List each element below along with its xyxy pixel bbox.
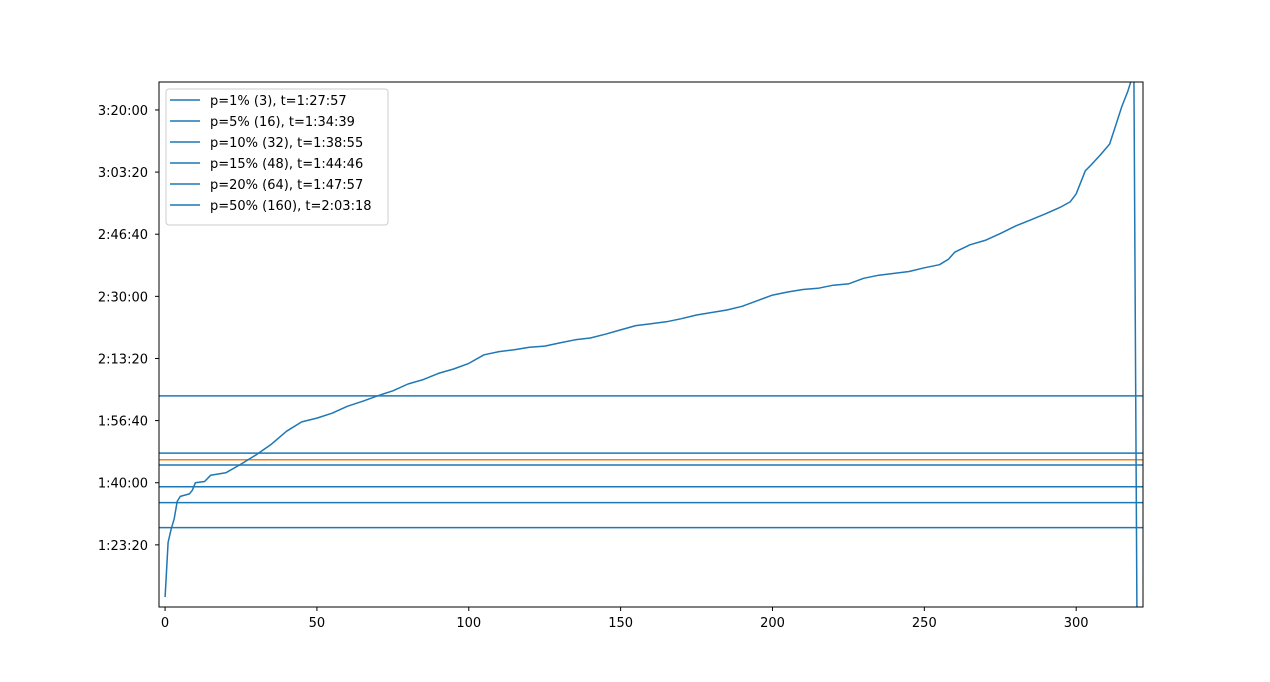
y-tick-label: 1:23:20 xyxy=(98,539,148,554)
legend-label: p=20% (64), t=1:47:57 xyxy=(210,178,363,193)
x-tick-label: 300 xyxy=(1064,616,1089,631)
x-tick-label: 50 xyxy=(309,616,326,631)
y-tick-label: 1:40:00 xyxy=(98,477,148,492)
axes-frame xyxy=(158,81,1144,608)
sorted-times-curve xyxy=(164,82,1138,607)
x-axis: 0 50 100 150 200 250 300 xyxy=(161,607,1089,631)
legend-label: p=10% (32), t=1:38:55 xyxy=(210,136,363,151)
y-tick-label: 2:46:40 xyxy=(98,228,148,243)
x-tick-label: 0 xyxy=(161,616,169,631)
legend-label: p=50% (160), t=2:03:18 xyxy=(210,199,372,214)
legend-label: p=5% (16), t=1:34:39 xyxy=(210,115,355,130)
legend: p=1% (3), t=1:27:57 p=5% (16), t=1:34:39 p… xyxy=(165,88,389,226)
curve-group xyxy=(164,82,1138,607)
y-tick-label: 1:56:40 xyxy=(98,415,148,430)
x-tick-label: 100 xyxy=(456,616,481,631)
y-tick-label: 2:13:20 xyxy=(98,352,148,367)
legend-box xyxy=(165,88,389,226)
threshold-lines xyxy=(159,395,1143,529)
y-tick-label: 3:03:20 xyxy=(98,166,148,181)
legend-label: p=1% (3), t=1:27:57 xyxy=(210,94,347,109)
y-tick-label: 2:30:00 xyxy=(98,290,148,305)
x-tick-label: 200 xyxy=(760,616,785,631)
y-axis: 1:23:20 1:40:00 1:56:40 2:13:20 2:30:00 2:46:… xyxy=(98,104,159,554)
legend-label: p=15% (48), t=1:44:46 xyxy=(210,157,363,172)
x-tick-label: 150 xyxy=(608,616,633,631)
x-tick-label: 250 xyxy=(912,616,937,631)
y-tick-label: 3:20:00 xyxy=(98,104,148,119)
